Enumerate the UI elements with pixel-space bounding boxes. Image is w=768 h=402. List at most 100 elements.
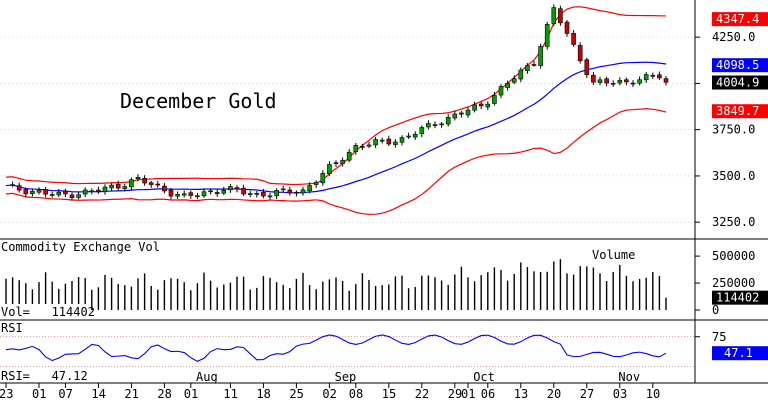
- candle-body: [366, 144, 372, 147]
- volume-axis: 0 250000 500000: [695, 249, 755, 317]
- candle: [294, 190, 299, 197]
- lower-band-tag: 3849.7: [716, 104, 759, 118]
- candle-body: [531, 64, 537, 66]
- candle-body: [591, 74, 596, 83]
- bollinger-bands: [5, 6, 667, 215]
- candle: [459, 110, 464, 118]
- candle: [571, 30, 576, 47]
- chart-title: December Gold: [120, 89, 277, 113]
- volume-legend: Volume: [592, 248, 635, 262]
- candle: [142, 175, 147, 186]
- candle-body: [294, 191, 299, 194]
- last-price-tag-bg: [712, 75, 768, 90]
- candle-body: [201, 191, 207, 197]
- candle-body: [195, 195, 200, 198]
- rsi-tag-bg: [712, 346, 768, 361]
- rsi-tag: 47.1: [712, 346, 768, 361]
- candle: [643, 72, 649, 84]
- candle-body: [551, 7, 557, 24]
- price-tags: 4347.4 4098.5 4004.9 3849.7: [712, 12, 768, 119]
- candle: [399, 135, 405, 146]
- candle: [373, 136, 378, 149]
- x-tick-label: 21: [124, 387, 138, 401]
- x-tick-label: 08: [349, 387, 363, 401]
- price-tick-label: 3500.0: [712, 169, 755, 183]
- candle: [234, 185, 240, 193]
- candle-body: [406, 135, 411, 138]
- candle-body: [439, 123, 444, 126]
- x-tick-label: 23: [0, 387, 13, 401]
- candle: [577, 42, 583, 64]
- candle: [300, 186, 306, 196]
- candle: [558, 5, 563, 26]
- volume-bars: [5, 259, 667, 310]
- volume-tick-label: 500000: [712, 249, 755, 263]
- candle: [109, 182, 114, 192]
- last-price-tag: 4004.9: [716, 76, 759, 90]
- candle: [360, 143, 365, 151]
- candle-body: [498, 86, 504, 96]
- candle: [280, 185, 286, 193]
- candle-body: [558, 8, 563, 24]
- candle: [76, 191, 81, 200]
- candle: [386, 135, 392, 147]
- volume-readout: Vol= 114402: [1, 305, 95, 319]
- candle-body: [56, 191, 62, 196]
- rsi-line: [5, 334, 667, 363]
- candle: [135, 174, 141, 182]
- candle-body: [16, 185, 22, 191]
- x-tick-label: 01: [461, 387, 475, 401]
- candle: [181, 190, 187, 198]
- candle: [564, 20, 570, 37]
- candle: [525, 63, 530, 74]
- candle: [663, 76, 669, 86]
- x-tick-label: 11: [223, 387, 237, 401]
- candle-body: [333, 162, 339, 164]
- candle: [406, 132, 411, 139]
- candle: [604, 76, 609, 87]
- candle: [56, 188, 62, 197]
- x-tick-label: 06: [481, 387, 495, 401]
- candle: [333, 160, 339, 167]
- candle-body: [650, 74, 656, 77]
- x-tick-label: 03: [613, 387, 627, 401]
- candle: [30, 188, 35, 197]
- candle: [498, 84, 504, 99]
- candle-body: [663, 78, 669, 83]
- candle-body: [637, 79, 642, 84]
- x-tick-label: 28: [157, 387, 171, 401]
- price-candles: [10, 4, 669, 201]
- candle: [584, 57, 590, 78]
- candle-body: [109, 184, 114, 189]
- candle-body: [571, 33, 576, 45]
- candle-body: [69, 194, 75, 198]
- rsi-series-line: [5, 334, 667, 363]
- candle-body: [175, 194, 180, 197]
- rsi-readout: RSI= 47.12: [1, 369, 88, 383]
- candle-body: [452, 113, 458, 119]
- candle-body: [247, 193, 253, 195]
- month-label: Sep: [335, 370, 357, 384]
- candle-body: [610, 82, 616, 85]
- candle-body: [346, 151, 352, 161]
- candle-body: [320, 172, 326, 184]
- candle: [175, 191, 180, 199]
- candle-body: [538, 46, 543, 66]
- x-tick-label: 01: [184, 387, 198, 401]
- volume-tag-bg: [712, 290, 768, 305]
- candle-body: [30, 190, 35, 194]
- candle: [379, 137, 385, 144]
- volume-last-label: 114402: [716, 291, 759, 305]
- candle-body: [155, 183, 161, 186]
- candle: [69, 192, 75, 201]
- candle-body: [162, 185, 167, 192]
- candle: [129, 177, 134, 191]
- x-tick-label: 27: [580, 387, 594, 401]
- candle-body: [604, 78, 609, 84]
- candle-body: [82, 189, 88, 195]
- candle-body: [129, 179, 134, 188]
- candle-body: [102, 186, 108, 193]
- candle-body: [617, 80, 623, 84]
